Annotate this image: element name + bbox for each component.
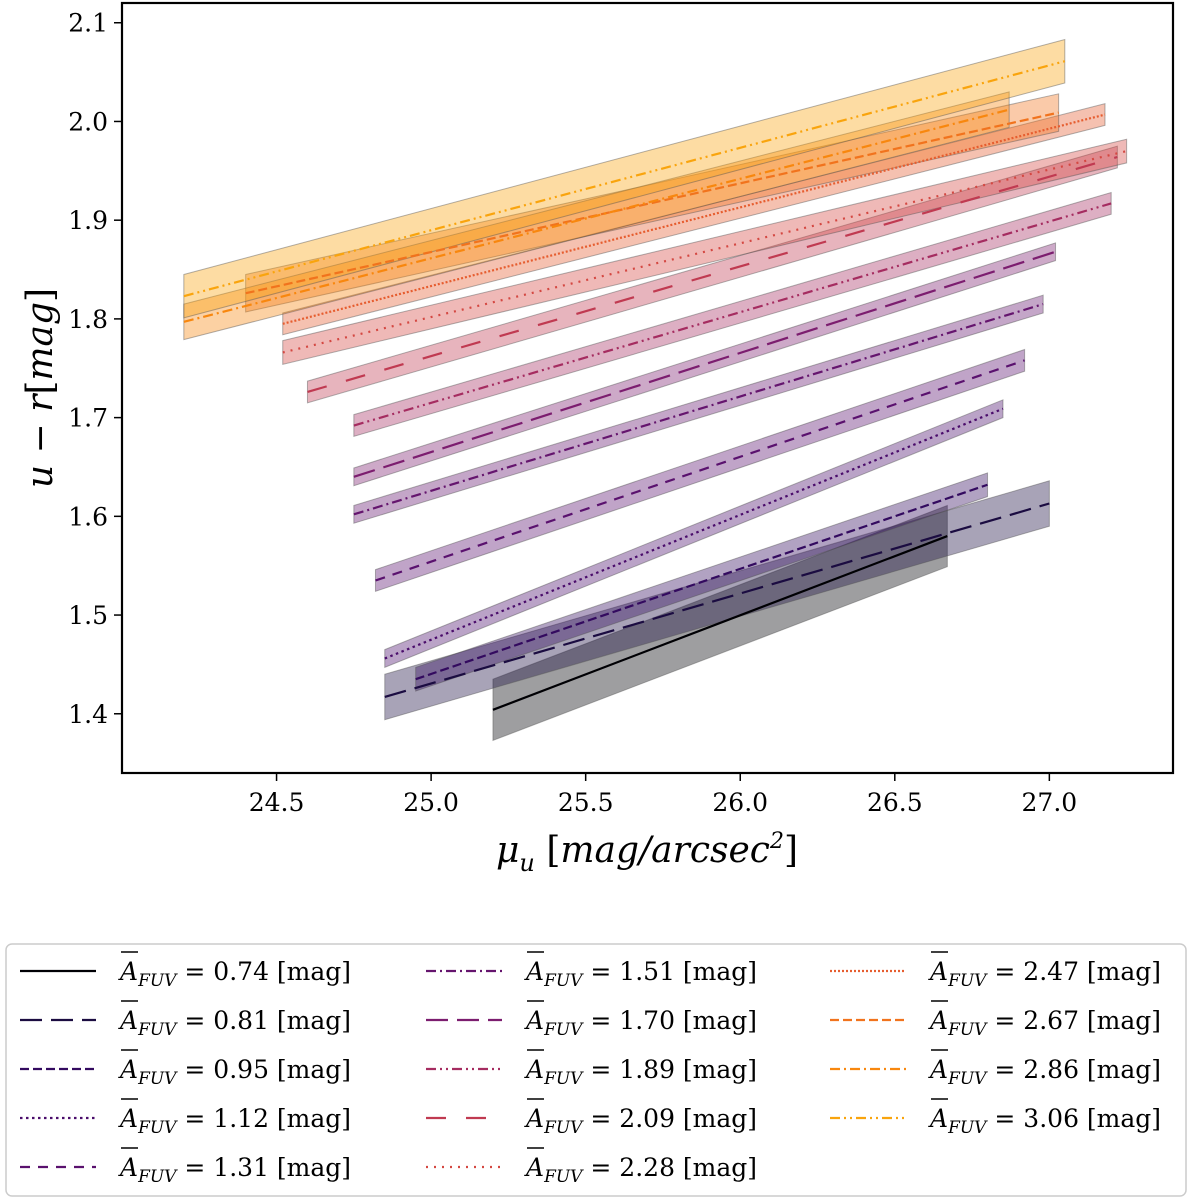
legend-label-1: AFUV = 0.81 [mag] bbox=[118, 1006, 351, 1040]
x-axis-label: μu [mag/arcsec2] bbox=[496, 829, 798, 877]
series-line-0 bbox=[492, 535, 948, 711]
series-line-4 bbox=[375, 359, 1025, 582]
x-axis-ticks: 24.5 25.0 25.5 26.0 26.5 27.0 bbox=[249, 773, 1077, 817]
y-tick-label: 2.0 bbox=[68, 107, 108, 136]
legend-label-3: AFUV = 1.12 [mag] bbox=[118, 1104, 351, 1138]
x-tick-label: 25.0 bbox=[403, 788, 459, 817]
series-band-6 bbox=[353, 242, 1057, 487]
x-tick-label: 27.0 bbox=[1022, 788, 1078, 817]
x-tick-label: 24.5 bbox=[249, 788, 305, 817]
series-line-10 bbox=[282, 113, 1106, 325]
y-tick-label: 1.4 bbox=[68, 700, 108, 729]
series-line-13 bbox=[183, 60, 1066, 298]
legend-label-0: AFUV = 0.74 [mag] bbox=[118, 957, 351, 991]
y-tick-label: 2.1 bbox=[68, 9, 108, 38]
legend-label-8: AFUV = 2.09 [mag] bbox=[524, 1104, 757, 1138]
legend-label-6: AFUV = 1.70 [mag] bbox=[524, 1006, 757, 1040]
series-lines bbox=[183, 60, 1127, 711]
legend: AFUV = 0.74 [mag] AFUV = 0.81 [mag] AFUV =… bbox=[20, 951, 1161, 1187]
legend-label-4: AFUV = 1.31 [mag] bbox=[118, 1153, 351, 1187]
legend-label-13: AFUV = 3.06 [mag] bbox=[928, 1104, 1161, 1138]
x-tick-label: 26.0 bbox=[712, 788, 768, 817]
plot-frame bbox=[120, 1, 1175, 775]
y-tick-label: 1.5 bbox=[68, 601, 108, 630]
series-line-12 bbox=[183, 108, 1010, 323]
x-tick-label: 26.5 bbox=[867, 788, 923, 817]
legend-label-2: AFUV = 0.95 [mag] bbox=[118, 1055, 351, 1089]
series-line-11 bbox=[245, 111, 1059, 295]
series-line-7 bbox=[353, 202, 1112, 427]
series-line-5 bbox=[353, 303, 1044, 516]
x-tick-label: 25.5 bbox=[558, 788, 614, 817]
legend-label-5: AFUV = 1.51 [mag] bbox=[524, 957, 757, 991]
series-band-3 bbox=[384, 399, 1004, 669]
series-line-1 bbox=[384, 502, 1050, 699]
y-tick-label: 1.7 bbox=[68, 404, 108, 433]
series-band-8 bbox=[306, 145, 1118, 404]
series-line-2 bbox=[415, 483, 988, 681]
series-line-9 bbox=[282, 150, 1127, 354]
legend-label-11: AFUV = 2.67 [mag] bbox=[928, 1006, 1161, 1040]
y-tick-label: 1.9 bbox=[68, 206, 108, 235]
legend-label-9: AFUV = 2.28 [mag] bbox=[524, 1153, 757, 1187]
y-tick-label: 1.6 bbox=[68, 502, 108, 531]
y-tick-label: 1.8 bbox=[68, 305, 108, 334]
legend-box bbox=[5, 943, 1187, 1197]
y-axis-ticks: 1.4 1.5 1.6 1.7 1.8 1.9 2.0 2.1 bbox=[68, 9, 122, 729]
y-axis-label: u − r[mag] bbox=[20, 288, 61, 488]
legend-label-12: AFUV = 2.86 [mag] bbox=[928, 1055, 1161, 1089]
series-band-13 bbox=[183, 38, 1066, 319]
legend-label-10: AFUV = 2.47 [mag] bbox=[928, 957, 1161, 991]
legend-label-7: AFUV = 1.89 [mag] bbox=[524, 1055, 757, 1089]
